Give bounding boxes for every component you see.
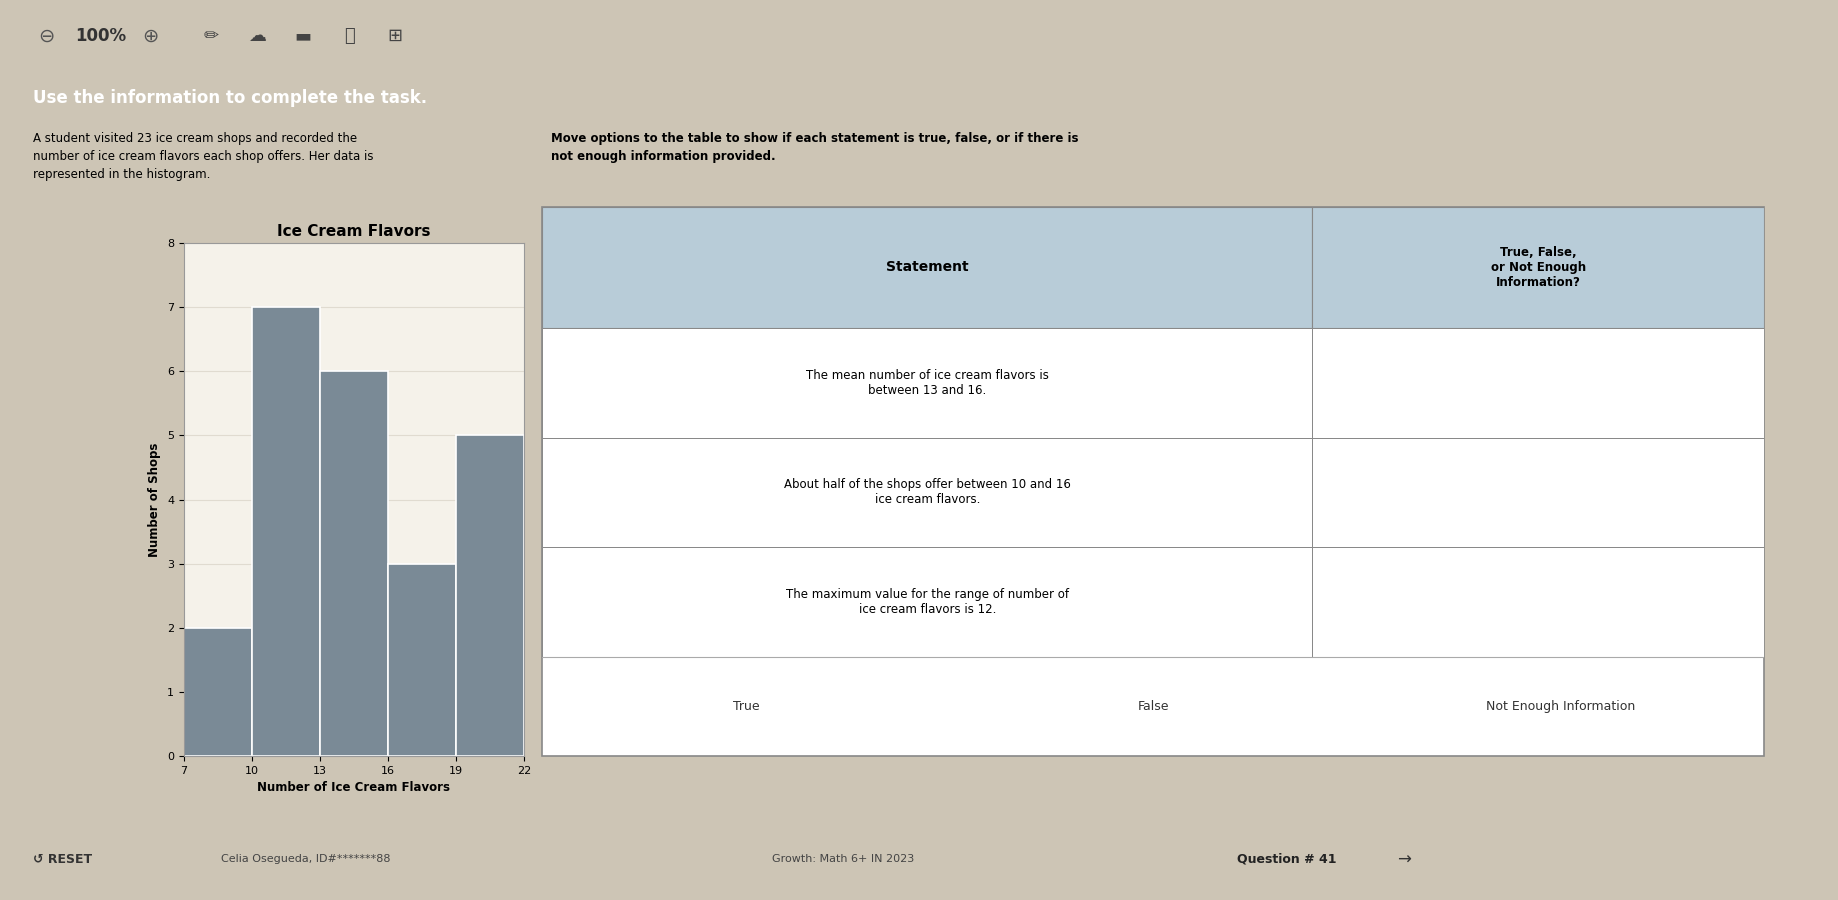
Bar bbox=[542, 328, 1312, 437]
Text: Not Enough Information: Not Enough Information bbox=[1487, 700, 1636, 713]
Text: Question # 41: Question # 41 bbox=[1237, 853, 1336, 866]
Text: 100%: 100% bbox=[75, 27, 127, 45]
Text: Growth: Math 6+ IN 2023: Growth: Math 6+ IN 2023 bbox=[772, 854, 913, 865]
Bar bbox=[1312, 207, 1764, 328]
Bar bbox=[252, 307, 320, 756]
Bar bbox=[542, 547, 1312, 657]
Bar bbox=[1312, 437, 1764, 547]
Text: Statement: Statement bbox=[886, 260, 969, 274]
Text: ↺ RESET: ↺ RESET bbox=[33, 853, 92, 866]
Text: Use the information to complete the task.: Use the information to complete the task… bbox=[33, 89, 426, 107]
Text: Celia Osegueda, ID#*******88: Celia Osegueda, ID#*******88 bbox=[221, 854, 390, 865]
Text: →: → bbox=[1397, 850, 1412, 868]
Bar bbox=[1312, 328, 1764, 437]
Text: ☁: ☁ bbox=[248, 27, 267, 45]
Bar bbox=[320, 371, 388, 756]
Text: ▬: ▬ bbox=[294, 27, 312, 45]
Text: The mean number of ice cream flavors is
between 13 and 16.: The mean number of ice cream flavors is … bbox=[805, 369, 1049, 397]
Text: About half of the shops offer between 10 and 16
ice cream flavors.: About half of the shops offer between 10… bbox=[783, 479, 1072, 507]
Text: True, False,
or Not Enough
Information?: True, False, or Not Enough Information? bbox=[1491, 246, 1586, 289]
Bar bbox=[542, 437, 1312, 547]
Bar bbox=[456, 436, 524, 756]
Y-axis label: Number of Shops: Number of Shops bbox=[149, 442, 162, 557]
Text: ✏: ✏ bbox=[204, 27, 219, 45]
Text: ⊞: ⊞ bbox=[388, 27, 403, 45]
Text: The maximum value for the range of number of
ice cream flavors is 12.: The maximum value for the range of numbe… bbox=[785, 589, 1068, 616]
Text: A student visited 23 ice cream shops and recorded the
number of ice cream flavor: A student visited 23 ice cream shops and… bbox=[33, 131, 373, 181]
Text: Move options to the table to show if each statement is true, false, or if there : Move options to the table to show if eac… bbox=[551, 131, 1079, 163]
Text: False: False bbox=[1138, 700, 1169, 713]
Text: True: True bbox=[733, 700, 759, 713]
Bar bbox=[542, 207, 1312, 328]
X-axis label: Number of Ice Cream Flavors: Number of Ice Cream Flavors bbox=[257, 781, 450, 795]
Bar bbox=[388, 563, 456, 756]
Bar bbox=[184, 628, 252, 756]
Text: ⬛: ⬛ bbox=[344, 27, 355, 45]
Text: ⊕: ⊕ bbox=[143, 26, 158, 46]
Text: ⊖: ⊖ bbox=[39, 26, 53, 46]
Title: Ice Cream Flavors: Ice Cream Flavors bbox=[278, 224, 430, 239]
Bar bbox=[1312, 547, 1764, 657]
